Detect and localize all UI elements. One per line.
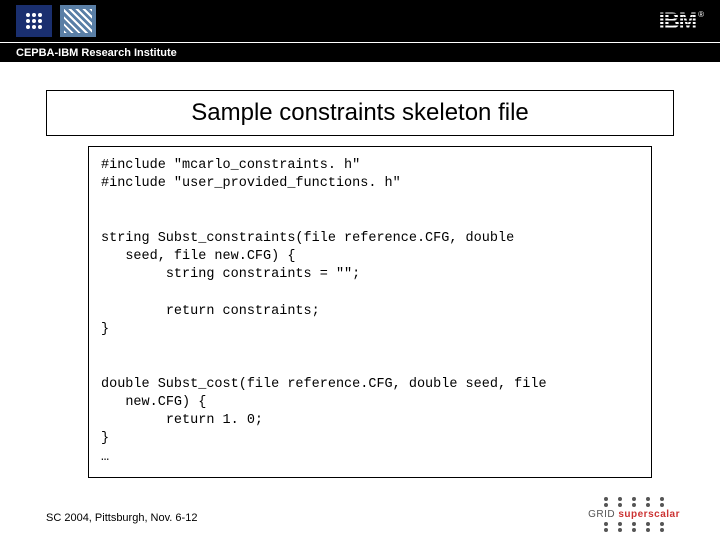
code-box: #include "mcarlo_constraints. h" #includ… — [88, 146, 652, 478]
upc-logo — [16, 5, 52, 37]
title-box: Sample constraints skeleton file — [46, 90, 674, 136]
bsc-logo — [60, 5, 96, 37]
grid-label-accent: superscalar — [618, 509, 680, 520]
institute-name: CEPBA-IBM Research Institute — [16, 47, 177, 59]
ibm-logo-wrap: IBM ® — [659, 8, 704, 34]
ibm-logo: IBM — [659, 8, 696, 34]
header-logos-left — [16, 5, 96, 37]
grid-superscalar-logo: GRID superscalar — [588, 497, 680, 532]
spacer — [0, 62, 720, 90]
footer-text: SC 2004, Pittsburgh, Nov. 6-12 — [46, 512, 197, 524]
code-content: #include "mcarlo_constraints. h" #includ… — [101, 157, 639, 467]
header-band: IBM ® — [0, 0, 720, 42]
slide-title: Sample constraints skeleton file — [191, 99, 529, 126]
sub-band: CEPBA-IBM Research Institute — [0, 42, 720, 62]
grid-label: GRID superscalar — [588, 509, 680, 520]
grid-label-prefix: GRID — [588, 509, 618, 520]
registered-mark: ® — [698, 10, 704, 19]
